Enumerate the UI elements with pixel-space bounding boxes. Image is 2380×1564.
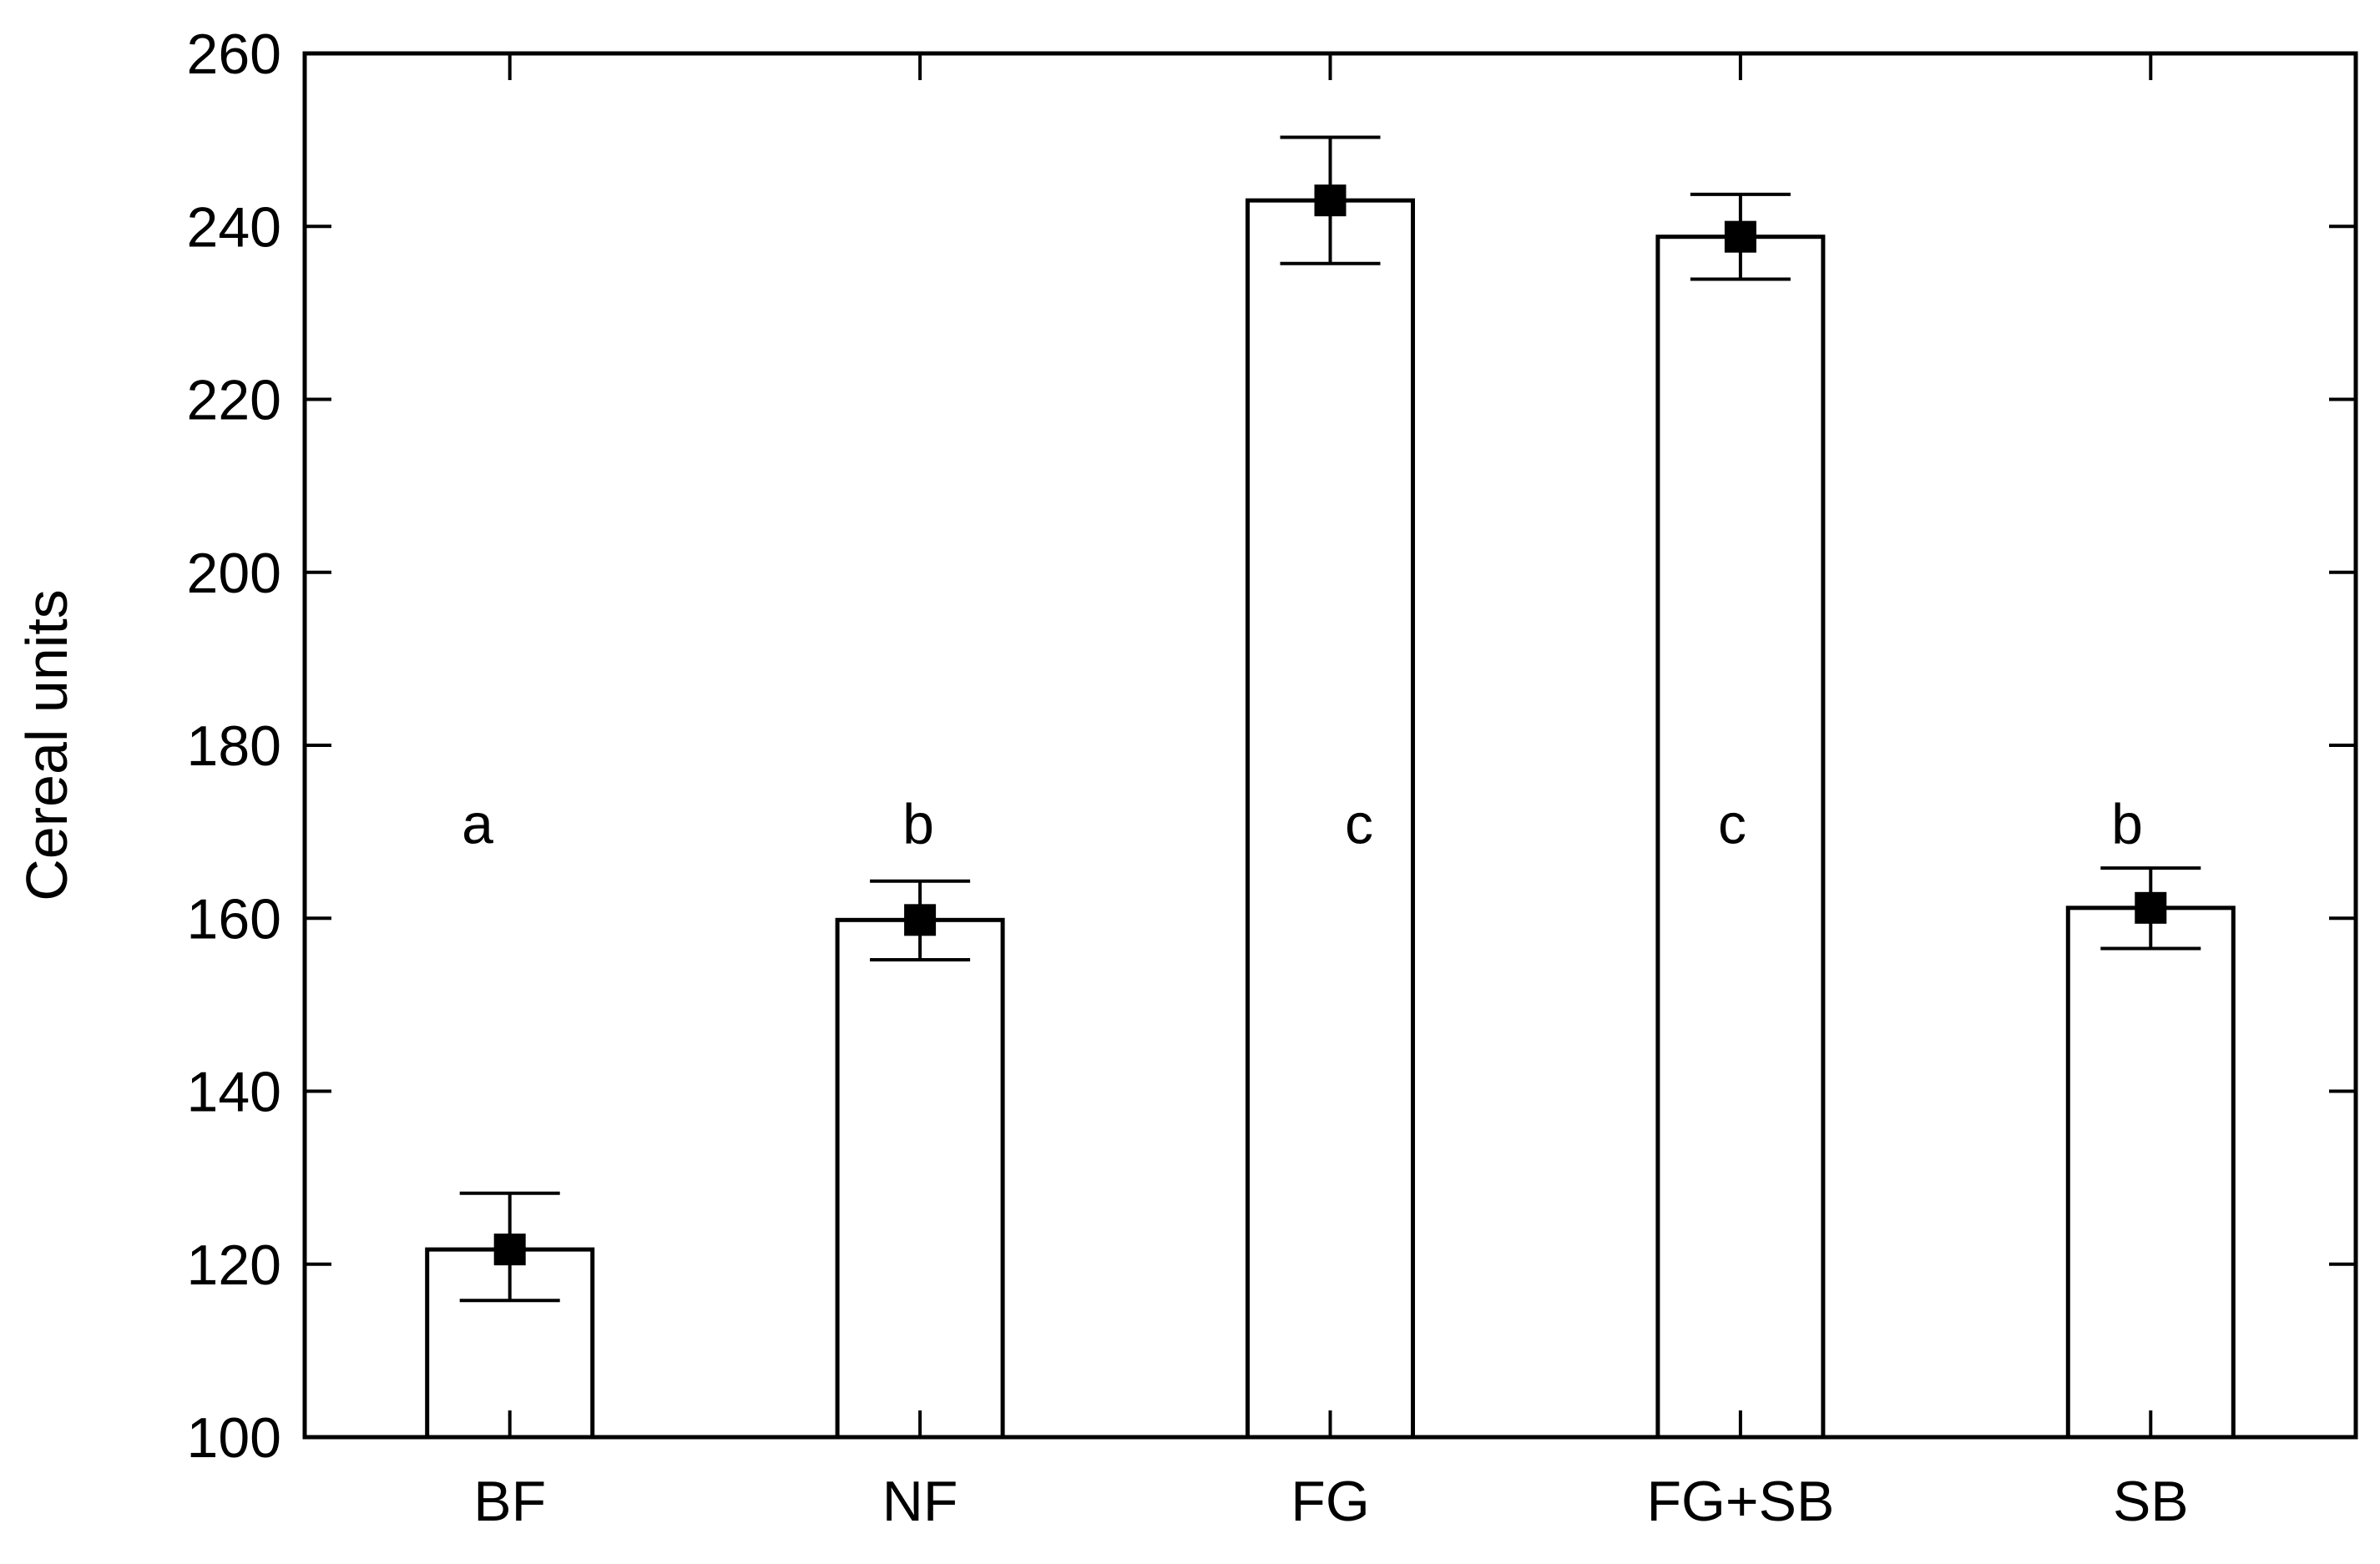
y-axis: 100 120 140 160 180 200 220 240 260 [187, 23, 2356, 1470]
y-tick-label: 200 [187, 542, 281, 605]
y-tick-label: 120 [187, 1234, 281, 1297]
plot-frame [302, 51, 2358, 1440]
y-tick-label: 140 [187, 1061, 281, 1124]
y-tick-label: 260 [187, 23, 281, 86]
y-tick-label: 220 [187, 369, 281, 432]
x-tick-label: SB [2113, 1470, 2189, 1533]
bar [2065, 906, 2236, 1440]
mean-marker [1314, 184, 1347, 217]
y-tick-label: 240 [187, 195, 281, 259]
mean-marker [904, 904, 937, 936]
significance-letter: b [902, 792, 934, 855]
y-tick-label: 100 [187, 1406, 281, 1470]
y-tick-label: 160 [187, 887, 281, 951]
x-tick-label: FG+SB [1646, 1470, 1834, 1533]
bar [1246, 198, 1415, 1440]
y-axis-title: Cereal units [14, 589, 79, 901]
x-tick-label: FG [1291, 1470, 1369, 1533]
significance-letter: c [1345, 792, 1373, 855]
significance-letter: c [1718, 792, 1746, 855]
mean-marker [1724, 220, 1756, 253]
significance-letter: b [2111, 792, 2143, 855]
x-tick-label: BF [473, 1470, 546, 1533]
mean-marker [493, 1234, 526, 1266]
x-tick-label: NF [882, 1470, 958, 1533]
significance-letter: a [462, 792, 493, 855]
bar [835, 917, 1005, 1440]
x-axis: BF NF FG FG+SB SB [473, 53, 2189, 1533]
mean-marker [2135, 891, 2167, 924]
y-tick-label: 180 [187, 714, 281, 778]
